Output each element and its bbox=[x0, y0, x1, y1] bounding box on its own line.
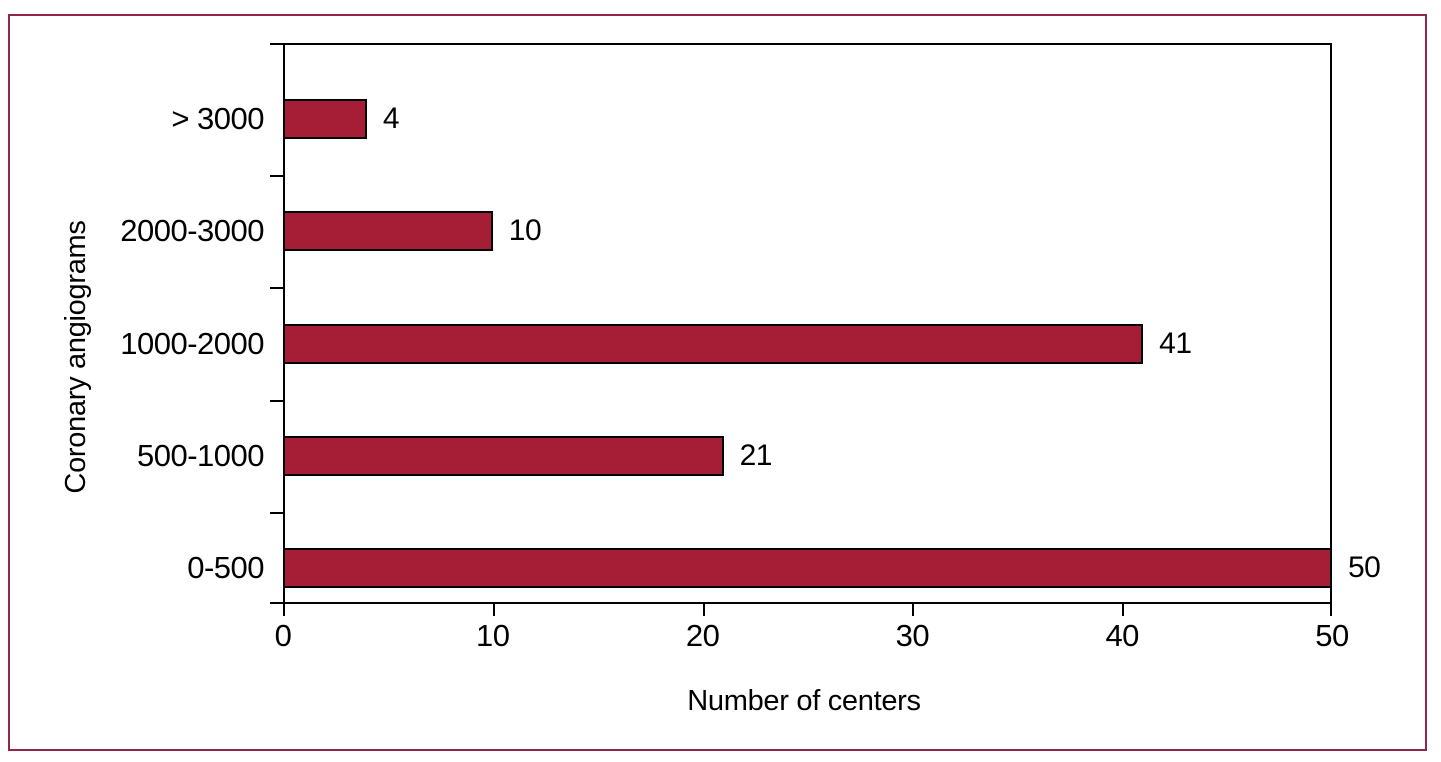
x-axis-tick-label: 0 bbox=[274, 618, 292, 653]
bar bbox=[283, 435, 724, 476]
category-label: 500-1000 bbox=[136, 437, 265, 473]
category-label: 1000-2000 bbox=[120, 325, 264, 361]
x-axis-tick bbox=[1330, 604, 1332, 616]
category-label: > 3000 bbox=[171, 101, 264, 137]
bar-value-label: 41 bbox=[1159, 326, 1192, 360]
x-axis-tick-label: 40 bbox=[1105, 618, 1139, 653]
x-axis-tick bbox=[492, 604, 495, 616]
y-axis-tick bbox=[270, 511, 283, 514]
x-axis-tick-label: 20 bbox=[685, 618, 720, 653]
y-axis-tick bbox=[270, 399, 283, 402]
category-label: 0-500 bbox=[187, 549, 264, 585]
bar bbox=[283, 547, 1332, 588]
bar-value-label: 50 bbox=[1348, 550, 1381, 584]
y-axis-tick bbox=[270, 175, 283, 178]
bar bbox=[283, 323, 1144, 364]
y-axis-tick bbox=[270, 43, 283, 45]
y-axis-tick bbox=[270, 602, 283, 604]
x-axis-tick bbox=[283, 604, 285, 616]
bar-value-label: 21 bbox=[739, 438, 773, 472]
x-axis-tick-label: 50 bbox=[1315, 618, 1349, 653]
bar bbox=[283, 99, 367, 140]
x-axis-tick bbox=[912, 604, 915, 616]
bar-value-label: 4 bbox=[382, 102, 400, 136]
y-axis-tick bbox=[270, 287, 283, 290]
x-axis-tick-label: 30 bbox=[895, 618, 930, 653]
x-axis-tick-label: 10 bbox=[476, 618, 510, 653]
bar bbox=[283, 211, 493, 252]
x-axis-title: Number of centers bbox=[687, 685, 921, 717]
x-axis-tick bbox=[1122, 604, 1125, 616]
x-axis-tick bbox=[702, 604, 705, 616]
category-label: 2000-3000 bbox=[120, 213, 264, 249]
bar-value-label: 10 bbox=[508, 214, 542, 248]
